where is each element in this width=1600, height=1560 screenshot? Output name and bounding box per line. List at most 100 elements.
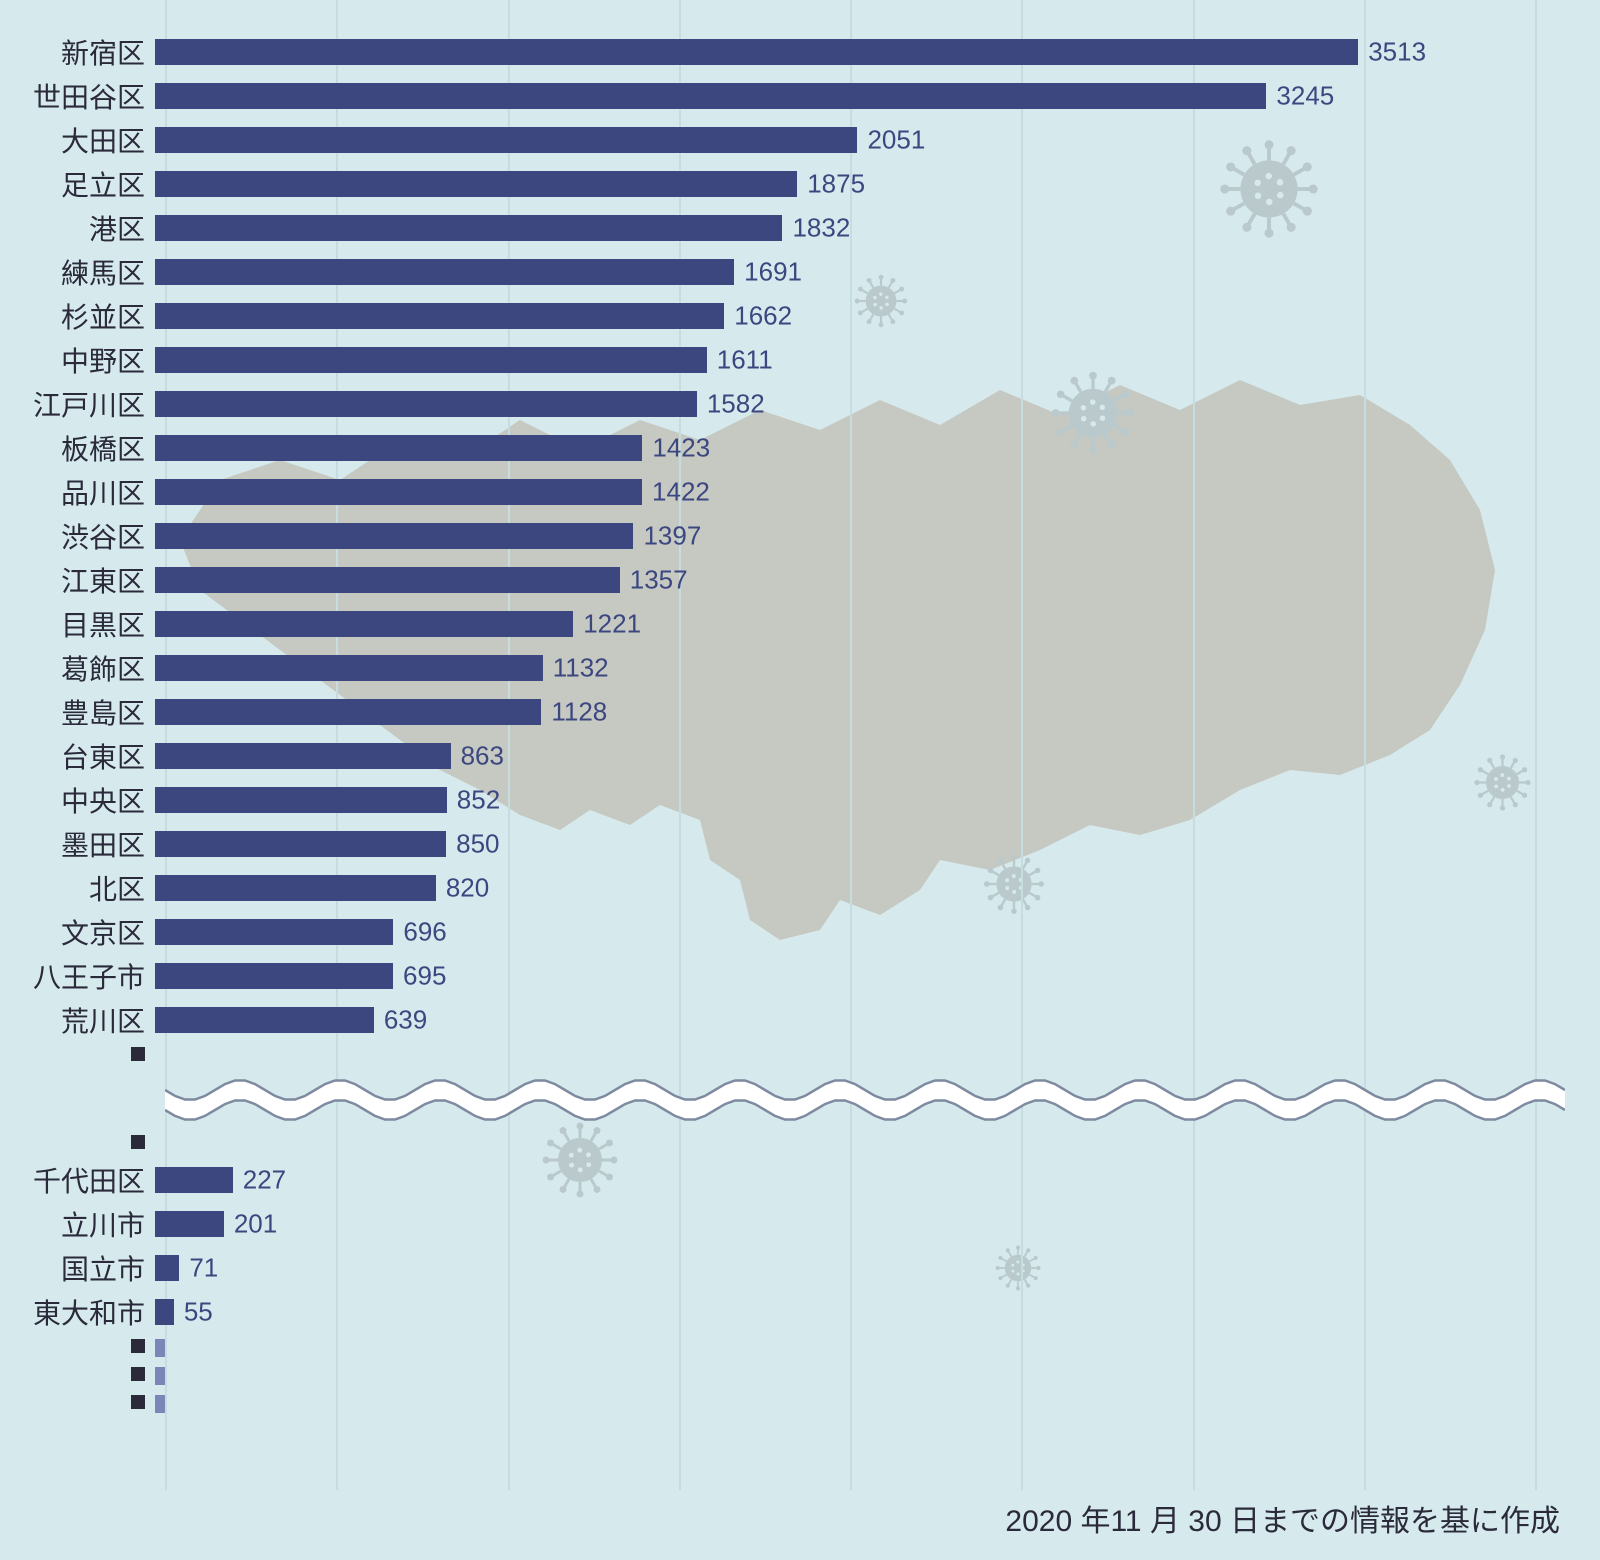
bar-track: 695 [155,963,1600,989]
ellipsis-dot [0,1135,155,1154]
bar-value: 1691 [734,257,802,288]
bar-fill [155,787,447,813]
bar-label: 中央区 [0,780,155,820]
ellipsis-row [0,1042,1600,1070]
bar-label: 港区 [0,208,155,248]
bar-fill [155,303,724,329]
bar-fill [155,259,734,285]
bar-fill [155,347,707,373]
wave-break [0,1070,1600,1130]
bar-label: 江東区 [0,560,155,600]
bar-label: 目黒区 [0,604,155,644]
bar-fill [155,655,543,681]
bar-row: 東大和市 55 [0,1290,1600,1334]
bar-value: 55 [174,1297,213,1328]
bar-fill [155,963,393,989]
bar-label: 渋谷区 [0,516,155,556]
bar-value: 1662 [724,301,792,332]
bar-label: 千代田区 [0,1160,155,1200]
wave-svg [165,1070,1565,1130]
bar-row: 千代田区 227 [0,1158,1600,1202]
bar-row: 江東区 1357 [0,558,1600,602]
bar-label: 板橋区 [0,428,155,468]
bar-row: 台東区 863 [0,734,1600,778]
bar-row: 練馬区 1691 [0,250,1600,294]
bar-value: 1221 [573,609,641,640]
bar-value: 696 [393,917,446,948]
bar-label: 国立市 [0,1248,155,1288]
ellipsis-dot [0,1367,155,1386]
bar-value: 639 [374,1005,427,1036]
bar-track: 1422 [155,479,1600,505]
bar-row: 港区 1832 [0,206,1600,250]
bar-value: 1832 [782,213,850,244]
bar-row: 墨田区 850 [0,822,1600,866]
bar-track: 1397 [155,523,1600,549]
bar-row: 国立市 71 [0,1246,1600,1290]
bar-label: 墨田区 [0,824,155,864]
bar-value: 852 [447,785,500,816]
bar-track: 852 [155,787,1600,813]
bar-row: 渋谷区 1397 [0,514,1600,558]
bar-fill [155,919,393,945]
bar-row: 葛飾区 1132 [0,646,1600,690]
bars-area: 新宿区 3513 世田谷区 3245 大田区 2051 足立区 1875 港区 … [0,30,1600,1418]
bar-label: 葛飾区 [0,648,155,688]
bar-label: 練馬区 [0,252,155,292]
bar-row: 目黒区 1221 [0,602,1600,646]
bar-track: 71 [155,1255,1600,1281]
bar-label: 文京区 [0,912,155,952]
bar-track: 1832 [155,215,1600,241]
bar-track: 850 [155,831,1600,857]
bar-fill [155,831,446,857]
bar-value: 820 [436,873,489,904]
bar-row: 世田谷区 3245 [0,74,1600,118]
bar-fill [155,699,541,725]
bar-row: 新宿区 3513 [0,30,1600,74]
bar-fill [155,435,642,461]
bar-track: 1611 [155,347,1600,373]
bar-value: 695 [393,961,446,992]
ellipsis-row [0,1334,1600,1362]
bar-label: 中野区 [0,340,155,380]
bar-value: 1611 [707,345,773,376]
bar-track: 1128 [155,699,1600,725]
tiny-bar-stub [155,1367,165,1385]
bar-value: 227 [233,1165,286,1196]
bar-row: 八王子市 695 [0,954,1600,998]
bar-row: 江戸川区 1582 [0,382,1600,426]
bar-track: 1132 [155,655,1600,681]
bar-track: 55 [155,1299,1600,1325]
bar-value: 1423 [642,433,710,464]
bar-track: 201 [155,1211,1600,1237]
bar-fill [155,1167,233,1193]
bar-row: 北区 820 [0,866,1600,910]
bar-row: 立川市 201 [0,1202,1600,1246]
bar-value: 1582 [697,389,765,420]
bar-label: 足立区 [0,164,155,204]
bar-fill [155,479,642,505]
bar-track: 3245 [155,83,1600,109]
bar-fill [155,875,436,901]
bar-row: 品川区 1422 [0,470,1600,514]
bar-track: 1662 [155,303,1600,329]
bar-label: 世田谷区 [0,76,155,116]
bar-row: 文京区 696 [0,910,1600,954]
bar-row: 中央区 852 [0,778,1600,822]
bar-label: 立川市 [0,1204,155,1244]
bar-track: 1691 [155,259,1600,285]
bar-track: 1221 [155,611,1600,637]
bar-fill [155,611,573,637]
bar-label: 江戸川区 [0,384,155,424]
bar-track: 1423 [155,435,1600,461]
bar-row: 中野区 1611 [0,338,1600,382]
bar-row: 豊島区 1128 [0,690,1600,734]
bar-label: 新宿区 [0,32,155,72]
bar-value: 863 [451,741,504,772]
ellipsis-dot [0,1047,155,1066]
bar-track: 1357 [155,567,1600,593]
bar-fill [155,83,1266,109]
tiny-bar-stub [155,1339,165,1357]
bar-fill [155,1255,179,1281]
ellipsis-row [0,1130,1600,1158]
